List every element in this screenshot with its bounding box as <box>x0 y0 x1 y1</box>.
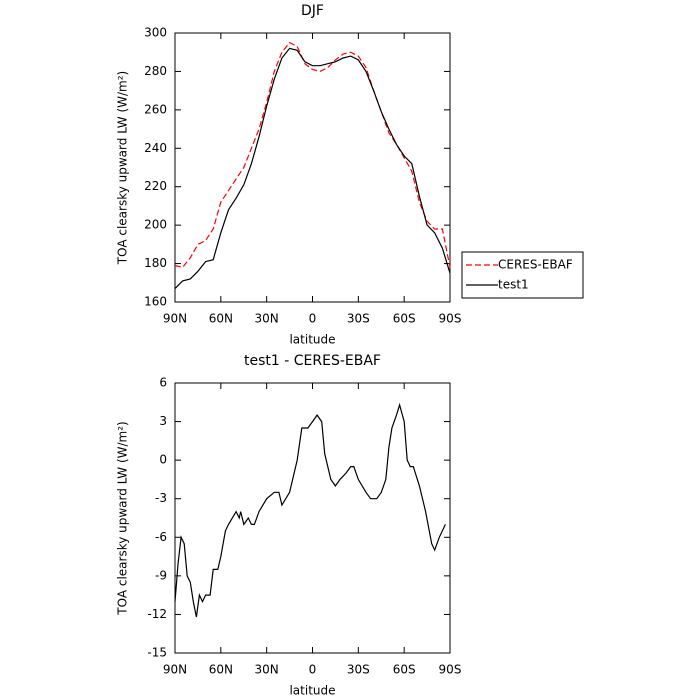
chart-title: DJF <box>301 3 324 19</box>
x-tick-label: 30S <box>347 663 370 677</box>
x-axis-label: latitude <box>289 333 335 347</box>
data-line <box>174 402 446 618</box>
x-tick-label: 90S <box>439 663 462 677</box>
x-tick-label: 0 <box>309 663 317 677</box>
y-axis-label: TOA clearsky upward LW (W/m²) <box>116 71 130 265</box>
x-tick-label: 60S <box>393 663 416 677</box>
legend-box <box>461 251 584 299</box>
y-tick-label: -15 <box>147 646 167 660</box>
y-tick-label: -3 <box>155 491 167 505</box>
y-tick-label: 160 <box>144 295 167 309</box>
y-tick-label: -6 <box>155 530 167 544</box>
y-tick-label: -9 <box>155 568 167 582</box>
y-tick-label: -12 <box>147 607 167 621</box>
y-tick-label: 0 <box>159 453 167 467</box>
x-tick-label: 30N <box>255 663 279 677</box>
x-tick-label: 0 <box>309 312 317 326</box>
y-axis-label: TOA clearsky upward LW (W/m²) <box>116 421 130 615</box>
x-tick-label: 60N <box>209 312 233 326</box>
x-tick-label: 90N <box>163 663 187 677</box>
x-tick-label: 90S <box>439 312 462 326</box>
x-tick-label: 90N <box>163 312 187 326</box>
chart-title: test1 - CERES-EBAF <box>244 353 381 369</box>
y-tick-label: 280 <box>144 64 167 78</box>
x-tick-label: 30S <box>347 312 370 326</box>
plot-frame <box>174 382 451 654</box>
y-tick-label: 3 <box>159 414 167 428</box>
plot-frame <box>174 32 451 303</box>
x-tick-label: 60N <box>209 663 233 677</box>
y-tick-label: 200 <box>144 218 167 232</box>
data-line <box>174 41 451 269</box>
y-tick-label: 6 <box>159 376 167 390</box>
y-tick-label: 300 <box>144 26 167 40</box>
y-tick-label: 180 <box>144 256 167 270</box>
y-tick-label: 240 <box>144 141 167 155</box>
y-tick-label: 260 <box>144 102 167 116</box>
legend-label: test1 <box>498 278 529 292</box>
y-tick-label: 220 <box>144 179 167 193</box>
x-tick-label: 30N <box>255 312 279 326</box>
legend-label: CERES-EBAF <box>498 258 573 272</box>
x-tick-label: 60S <box>393 312 416 326</box>
x-axis-label: latitude <box>289 684 335 698</box>
data-line <box>174 47 451 290</box>
